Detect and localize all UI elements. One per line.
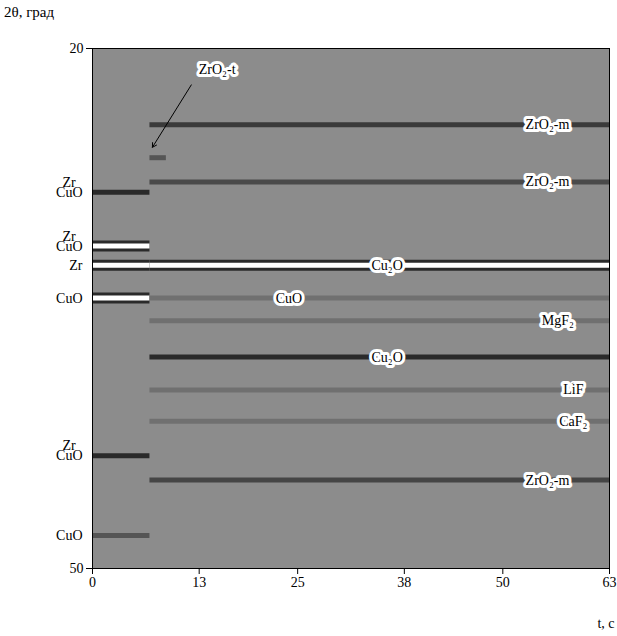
- html-text:2θ, град: 2θ, град: [4, 4, 55, 20]
- svg-text:ZrO₂-m: ZrO₂-m: [526, 174, 570, 189]
- svg-text:Zr: Zr: [63, 438, 77, 453]
- svg-text:CuO: CuO: [56, 184, 83, 200]
- svg-text:MgF₂: MgF₂: [542, 313, 574, 328]
- svg-text:25: 25: [291, 575, 305, 590]
- svg-text:CuO: CuO: [56, 291, 82, 306]
- svg-text:0: 0: [89, 575, 96, 590]
- svg-text:ZrO₂-t: ZrO₂-t: [199, 62, 236, 77]
- svg-text:t, c: t, c: [597, 616, 614, 631]
- svg-text:50: 50: [496, 575, 510, 590]
- svg-text:20: 20: [70, 41, 84, 56]
- svg-text:50: 50: [70, 561, 84, 576]
- svg-text:CuO: CuO: [56, 448, 83, 464]
- svg-text:ZrO₂-m: ZrO₂-m: [526, 473, 570, 488]
- svg-text:LiF: LiF: [563, 382, 583, 397]
- svg-text:Zr: Zr: [63, 229, 77, 244]
- svg-text:13: 13: [192, 575, 206, 590]
- svg-text:38: 38: [397, 575, 411, 590]
- svg-text:CaF₂: CaF₂: [559, 414, 587, 429]
- svg-text:CuO: CuO: [56, 238, 83, 254]
- svg-text:63: 63: [603, 575, 617, 590]
- svg-text:ZrO₂-m: ZrO₂-m: [526, 117, 570, 132]
- svg-text:Cu₂O: Cu₂O: [372, 258, 403, 273]
- svg-text:Zr: Zr: [69, 258, 83, 273]
- svg-text:Cu₂O: Cu₂O: [372, 350, 403, 365]
- svg-text:CuO: CuO: [56, 528, 82, 543]
- svg-text:CuO: CuO: [276, 291, 302, 306]
- svg-text:Zr: Zr: [63, 175, 77, 190]
